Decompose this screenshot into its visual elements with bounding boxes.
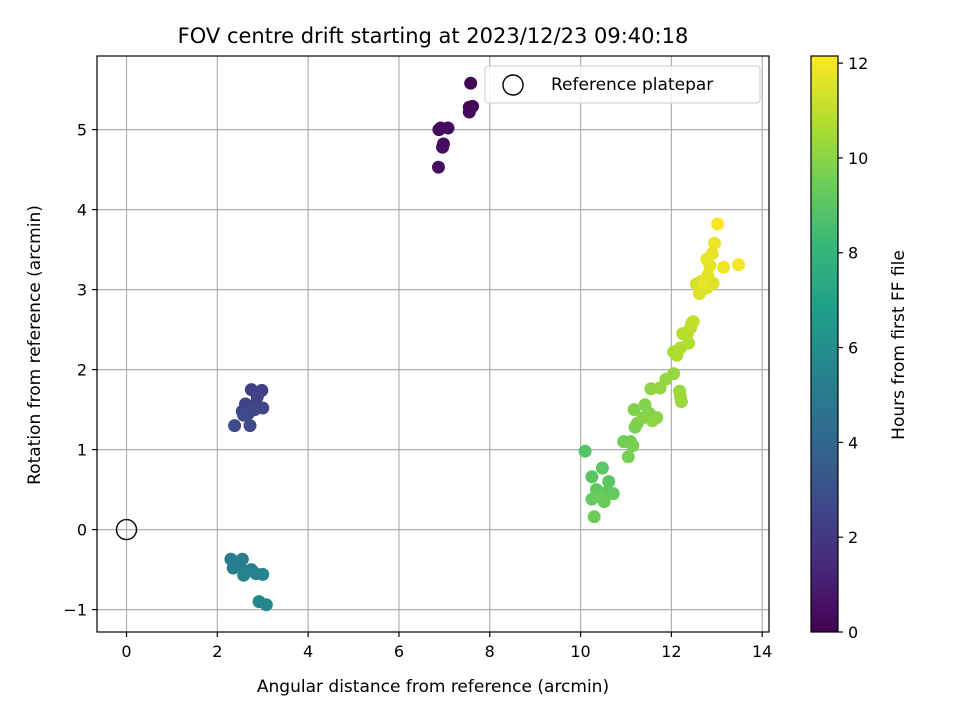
data-point: [441, 121, 455, 135]
legend-label-reference-platepar: Reference platepar: [551, 75, 713, 95]
colorbar-tick-label: 2: [848, 528, 858, 547]
x-tick-label: 6: [394, 642, 404, 661]
x-axis-label: Angular distance from reference (arcmin): [257, 677, 609, 697]
data-point: [673, 390, 687, 404]
x-tick-label: 0: [121, 642, 131, 661]
data-point: [717, 260, 731, 274]
y-tick-label: 2: [77, 361, 87, 380]
data-point: [237, 408, 251, 422]
data-point: [436, 140, 450, 154]
plot-frame: [96, 55, 770, 633]
legend-reference-marker: [502, 74, 524, 96]
reference-platepar-marker: [115, 518, 138, 541]
data-point: [248, 403, 262, 417]
data-point: [595, 461, 609, 475]
data-point: [667, 367, 681, 381]
colorbar-tick-label: 10: [848, 149, 868, 168]
data-point: [645, 414, 659, 428]
data-point: [585, 470, 599, 484]
data-point: [243, 419, 257, 433]
x-tick-label: 12: [661, 642, 681, 661]
data-point: [705, 247, 719, 261]
colorbar-tick-label: 6: [848, 339, 858, 358]
chart-title: FOV centre drift starting at 2023/12/23 …: [178, 24, 689, 48]
colorbar-tick-label: 8: [848, 244, 858, 263]
y-tick-label: 4: [77, 201, 87, 220]
data-point: [732, 258, 746, 272]
colorbar-tick-label: 4: [848, 433, 858, 452]
data-point: [682, 336, 696, 350]
y-tick-label: 1: [77, 441, 87, 460]
data-point: [578, 444, 592, 458]
colorbar-tick-label: 12: [848, 54, 868, 73]
data-point: [686, 315, 700, 329]
x-tick-label: 4: [303, 642, 313, 661]
data-point: [626, 439, 640, 453]
colorbar-label: Hours from first FF file: [889, 250, 909, 440]
data-point: [431, 160, 445, 174]
data-point: [462, 105, 476, 119]
x-tick-label: 10: [570, 642, 590, 661]
data-point: [256, 567, 270, 581]
data-point: [711, 217, 725, 231]
data-point: [621, 450, 635, 464]
y-tick-label: 5: [77, 121, 87, 140]
data-point: [606, 487, 620, 501]
colorbar-tick-label: 0: [848, 623, 858, 642]
data-point: [602, 475, 616, 489]
data-point: [697, 275, 711, 289]
colorbar: [810, 55, 839, 633]
data-point: [226, 561, 240, 575]
y-tick-label: −1: [63, 601, 87, 620]
y-tick-label: 0: [77, 521, 87, 540]
y-tick-label: 3: [77, 281, 87, 300]
data-point: [587, 510, 601, 524]
legend-box: [484, 65, 761, 104]
data-point: [708, 236, 722, 250]
x-tick-label: 8: [485, 642, 495, 661]
data-point: [228, 419, 242, 433]
x-tick-label: 2: [212, 642, 222, 661]
data-point: [597, 495, 611, 509]
data-point: [259, 598, 273, 612]
data-point: [627, 403, 641, 417]
data-point: [237, 568, 251, 582]
y-axis-label: Rotation from reference (arcmin): [25, 205, 45, 485]
x-tick-label: 14: [752, 642, 772, 661]
data-point: [464, 76, 478, 90]
